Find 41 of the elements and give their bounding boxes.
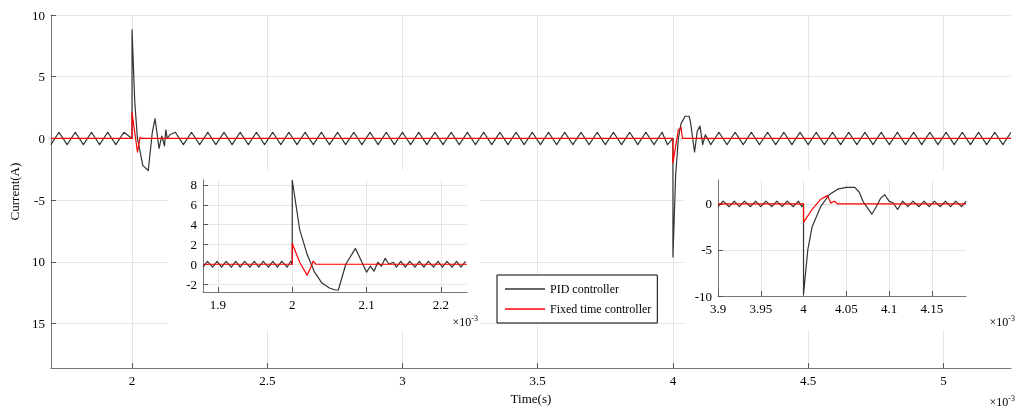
y-tick-label: 5: [38, 69, 45, 85]
y-tick-label: -2: [186, 276, 197, 292]
y-tick-label: 2: [190, 236, 197, 252]
x-tick-label: 4.1: [880, 301, 898, 316]
x-tick-label: 1.9: [209, 297, 226, 312]
x-tick-label: 3: [399, 373, 406, 389]
x-tick-label: 4: [669, 373, 677, 389]
x-tick-label: 4.05: [834, 301, 858, 316]
x-tick-label: 3.5: [529, 373, 546, 389]
line-series: [50, 111, 1012, 164]
y-tick-label: 0: [190, 256, 197, 272]
y-tick-label: 6: [190, 197, 198, 213]
y-tick-label: 0: [38, 130, 45, 146]
legend-label: PID controller: [550, 282, 619, 296]
x-tick-label: 4: [800, 301, 808, 316]
x-tick-label: 2: [288, 297, 296, 312]
x-tick-label: 2: [128, 373, 136, 389]
y-tick-label: -5: [34, 192, 45, 208]
y-tick-label: 10: [31, 7, 45, 23]
y-tick-label: 0: [705, 196, 712, 212]
y-tick-label: 8: [190, 177, 197, 193]
x-tick-label: 3.9: [709, 301, 727, 316]
y-tick-label: 10: [31, 254, 45, 270]
line-series: [717, 195, 967, 223]
x-axis-title: Time(s): [510, 391, 552, 406]
line-series: [202, 242, 468, 276]
x-tick-label: 3.95: [749, 301, 773, 316]
y-tick-label: -10: [694, 288, 712, 304]
y-tick-label: 15: [31, 316, 45, 332]
y-tick-label: -5: [701, 242, 712, 258]
x-tick-label: 4.15: [920, 301, 944, 316]
line-series: [202, 179, 467, 291]
x-tick-label: 5: [940, 373, 947, 389]
x-tick-label: 4.5: [800, 373, 817, 389]
x-tick-label: 2.2: [432, 297, 450, 312]
y-axis-title: Current(A): [7, 162, 22, 221]
y-tick-label: 4: [190, 217, 198, 233]
x-tick-label: 2.1: [358, 297, 375, 312]
line-series: [50, 29, 1012, 258]
legend-label: Fixed time controller: [550, 302, 652, 316]
x-tick-label: 2.5: [259, 373, 276, 389]
